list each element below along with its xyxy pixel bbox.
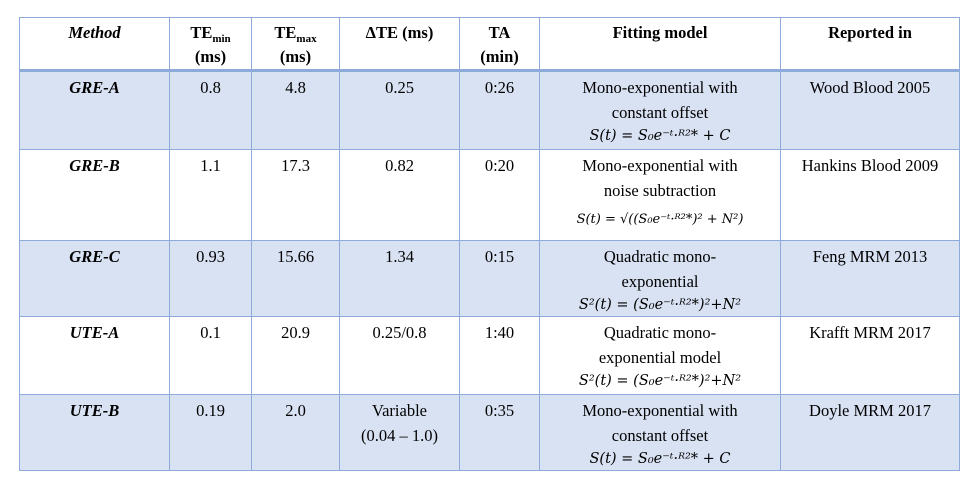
- table-row: UTE-B 0.19 2.0 Variable (0.04 – 1.0) 0:3…: [19, 394, 960, 471]
- te-min-cell: 0.93: [169, 240, 252, 317]
- header-te-max: TEmax (ms): [251, 17, 340, 72]
- header-te-min-sub: min: [212, 33, 231, 45]
- header-te-min-unit: (ms): [194, 47, 227, 66]
- reported-cell: Krafft MRM 2017: [780, 316, 960, 395]
- method-cell: UTE-A: [19, 316, 170, 395]
- model-formula: S²(t) = (S₀e⁻ᵗ·ᴿ²*)²+N²: [578, 373, 742, 389]
- delta-te-value: 1.34: [385, 247, 414, 266]
- te-max-cell: 20.9: [251, 316, 340, 395]
- method-cell: GRE-A: [19, 70, 170, 150]
- delta-te-value: 0.25/0.8: [372, 323, 427, 342]
- model-line-1: Mono-exponential with: [582, 156, 738, 175]
- header-row: Method TEmin (ms) TEmax (ms) ΔTE (ms) TA…: [19, 17, 960, 72]
- header-ta: TA (min): [459, 17, 540, 72]
- model-line-1: Quadratic mono-: [603, 323, 717, 342]
- model-formula: S(t) = √((S₀e⁻ᵗ·ᴿ²*)² + N²): [576, 212, 744, 227]
- te-min-cell: 0.19: [169, 394, 252, 471]
- model-line-2: noise subtraction: [603, 181, 717, 200]
- method-cell: GRE-C: [19, 240, 170, 317]
- delta-te-cell: 1.34: [339, 240, 460, 317]
- header-te-max-sub: max: [296, 33, 317, 45]
- ta-cell: 0:26: [459, 70, 540, 150]
- model-cell: Mono-exponential with constant offset S(…: [539, 394, 781, 471]
- model-formula: S²(t) = (S₀e⁻ᵗ·ᴿ²*)²+N²: [578, 297, 742, 313]
- model-line-1: Quadratic mono-: [603, 247, 717, 266]
- model-cell: Mono-exponential with constant offset S(…: [539, 70, 781, 150]
- ta-cell: 0:35: [459, 394, 540, 471]
- model-formula: S(t) = S₀e⁻ᵗ·ᴿ²* + C: [589, 128, 731, 144]
- te-min-cell: 0.8: [169, 70, 252, 150]
- te-min-cell: 0.1: [169, 316, 252, 395]
- model-line-1: Mono-exponential with: [582, 401, 738, 420]
- delta-te-cell: Variable (0.04 – 1.0): [339, 394, 460, 471]
- reported-cell: Hankins Blood 2009: [780, 149, 960, 241]
- model-line-2: constant offset: [611, 426, 709, 445]
- ta-cell: 0:15: [459, 240, 540, 317]
- table-row: GRE-B 1.1 17.3 0.82 0:20 Mono-exponentia…: [19, 149, 960, 241]
- table-row: GRE-C 0.93 15.66 1.34 0:15 Quadratic mon…: [19, 240, 960, 317]
- header-te-min: TEmin (ms): [169, 17, 252, 72]
- table-row: GRE-A 0.8 4.8 0.25 0:26 Mono-exponential…: [19, 70, 960, 150]
- header-fitting-model: Fitting model: [539, 17, 781, 72]
- delta-te-value: 0.25: [385, 78, 414, 97]
- delta-te-range: (0.04 – 1.0): [361, 426, 438, 445]
- method-cell: GRE-B: [19, 149, 170, 241]
- model-line-2: exponential: [621, 272, 699, 291]
- ta-cell: 0:20: [459, 149, 540, 241]
- model-formula: S(t) = S₀e⁻ᵗ·ᴿ²* + C: [589, 451, 731, 467]
- table-row: UTE-A 0.1 20.9 0.25/0.8 1:40 Quadratic m…: [19, 316, 960, 395]
- model-cell: Quadratic mono- exponential model S²(t) …: [539, 316, 781, 395]
- header-te-min-label: TE: [190, 23, 213, 42]
- reported-cell: Doyle MRM 2017: [780, 394, 960, 471]
- header-delta-te: ΔTE (ms): [339, 17, 460, 72]
- delta-te-value: 0.82: [385, 156, 414, 175]
- delta-te-cell: 0.82: [339, 149, 460, 241]
- header-ta-unit: (min): [480, 47, 519, 66]
- header-ta-label: TA: [488, 23, 511, 42]
- header-reported-in: Reported in: [780, 17, 960, 72]
- delta-te-cell: 0.25: [339, 70, 460, 150]
- te-min-cell: 1.1: [169, 149, 252, 241]
- ta-cell: 1:40: [459, 316, 540, 395]
- model-cell: Mono-exponential with noise subtraction …: [539, 149, 781, 241]
- model-cell: Quadratic mono- exponential S²(t) = (S₀e…: [539, 240, 781, 317]
- header-method: Method: [19, 17, 170, 72]
- method-cell: UTE-B: [19, 394, 170, 471]
- te-max-cell: 17.3: [251, 149, 340, 241]
- te-max-cell: 15.66: [251, 240, 340, 317]
- model-line-2: constant offset: [611, 103, 709, 122]
- model-line-2: exponential model: [598, 348, 722, 367]
- reported-cell: Feng MRM 2013: [780, 240, 960, 317]
- reported-cell: Wood Blood 2005: [780, 70, 960, 150]
- header-te-max-unit: (ms): [279, 47, 312, 66]
- methods-table: Method TEmin (ms) TEmax (ms) ΔTE (ms) TA…: [19, 17, 960, 471]
- model-line-1: Mono-exponential with: [582, 78, 738, 97]
- header-te-max-label: TE: [274, 23, 297, 42]
- te-max-cell: 2.0: [251, 394, 340, 471]
- delta-te-value: Variable: [372, 401, 427, 420]
- te-max-cell: 4.8: [251, 70, 340, 150]
- delta-te-cell: 0.25/0.8: [339, 316, 460, 395]
